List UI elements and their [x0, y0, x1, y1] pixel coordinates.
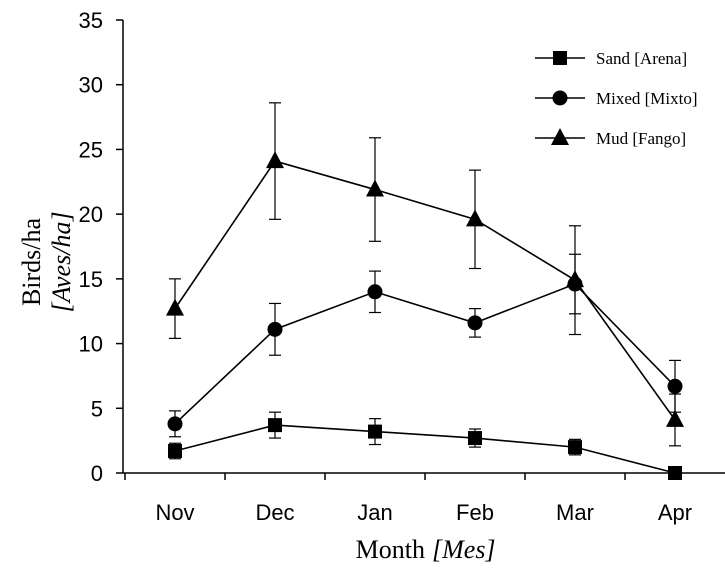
data-point [668, 466, 682, 480]
y-tick-label: 35 [79, 8, 103, 33]
legend-item: Mud [Fango] [535, 128, 686, 148]
data-point [367, 284, 383, 300]
series-line [174, 283, 676, 425]
data-point [467, 315, 483, 331]
legend-marker [553, 51, 567, 65]
legend-label: Sand [Arena] [596, 49, 687, 68]
data-point [268, 418, 282, 433]
y-tick-label: 5 [91, 396, 103, 421]
data-point [466, 209, 484, 227]
series-line [174, 160, 676, 421]
data-point [368, 424, 382, 439]
y-tick-label: 15 [79, 267, 103, 292]
legend-marker [551, 128, 569, 145]
data-point [167, 416, 183, 432]
x-tick-label: Apr [658, 500, 692, 525]
x-tick-label: Mar [556, 500, 594, 525]
y-axis [116, 19, 124, 474]
data-point [468, 431, 482, 446]
data-point [566, 270, 584, 288]
x-tick-label: Feb [456, 500, 494, 525]
legend-label: Mud [Fango] [596, 129, 686, 148]
legend-label: Mixed [Mixto] [596, 89, 698, 108]
x-tick-label: Dec [255, 500, 294, 525]
legend-item: Mixed [Mixto] [535, 89, 698, 108]
data-point [266, 151, 284, 169]
x-axis-title-translation: [Mes] [432, 535, 496, 564]
legend-item: Sand [Arena] [535, 49, 687, 68]
x-tick-label: Nov [155, 500, 194, 525]
series-triangle [166, 102, 684, 447]
legend: Sand [Arena] Mixed [Mixto] Mud [Fango] [535, 49, 698, 148]
data-point [168, 443, 182, 458]
data-point [267, 321, 283, 337]
x-tick-labels: Nov Dec Jan Feb Mar Apr [155, 500, 692, 525]
y-tick-label: 10 [79, 332, 103, 357]
y-tick-label: 20 [79, 202, 103, 227]
series-line [174, 424, 676, 474]
y-tick-label: 30 [79, 73, 103, 98]
series-layer [166, 102, 684, 480]
y-axis-title: Birds/ha [17, 217, 46, 306]
data-point [667, 378, 683, 394]
series-square [168, 411, 682, 480]
y-tick-label: 0 [91, 461, 103, 486]
x-axis [123, 472, 725, 480]
y-axis-title-translation: [Aves/ha] [47, 211, 76, 312]
y-tick-label: 25 [79, 137, 103, 162]
legend-marker [552, 90, 568, 106]
series-circle [167, 253, 683, 438]
y-tick-labels: 0 5 10 15 20 25 30 35 [79, 8, 103, 486]
data-point [568, 440, 582, 455]
x-tick-label: Jan [357, 500, 392, 525]
x-axis-title: Month [356, 535, 425, 564]
data-point [166, 298, 184, 316]
data-point [666, 409, 684, 427]
data-point [366, 179, 384, 197]
